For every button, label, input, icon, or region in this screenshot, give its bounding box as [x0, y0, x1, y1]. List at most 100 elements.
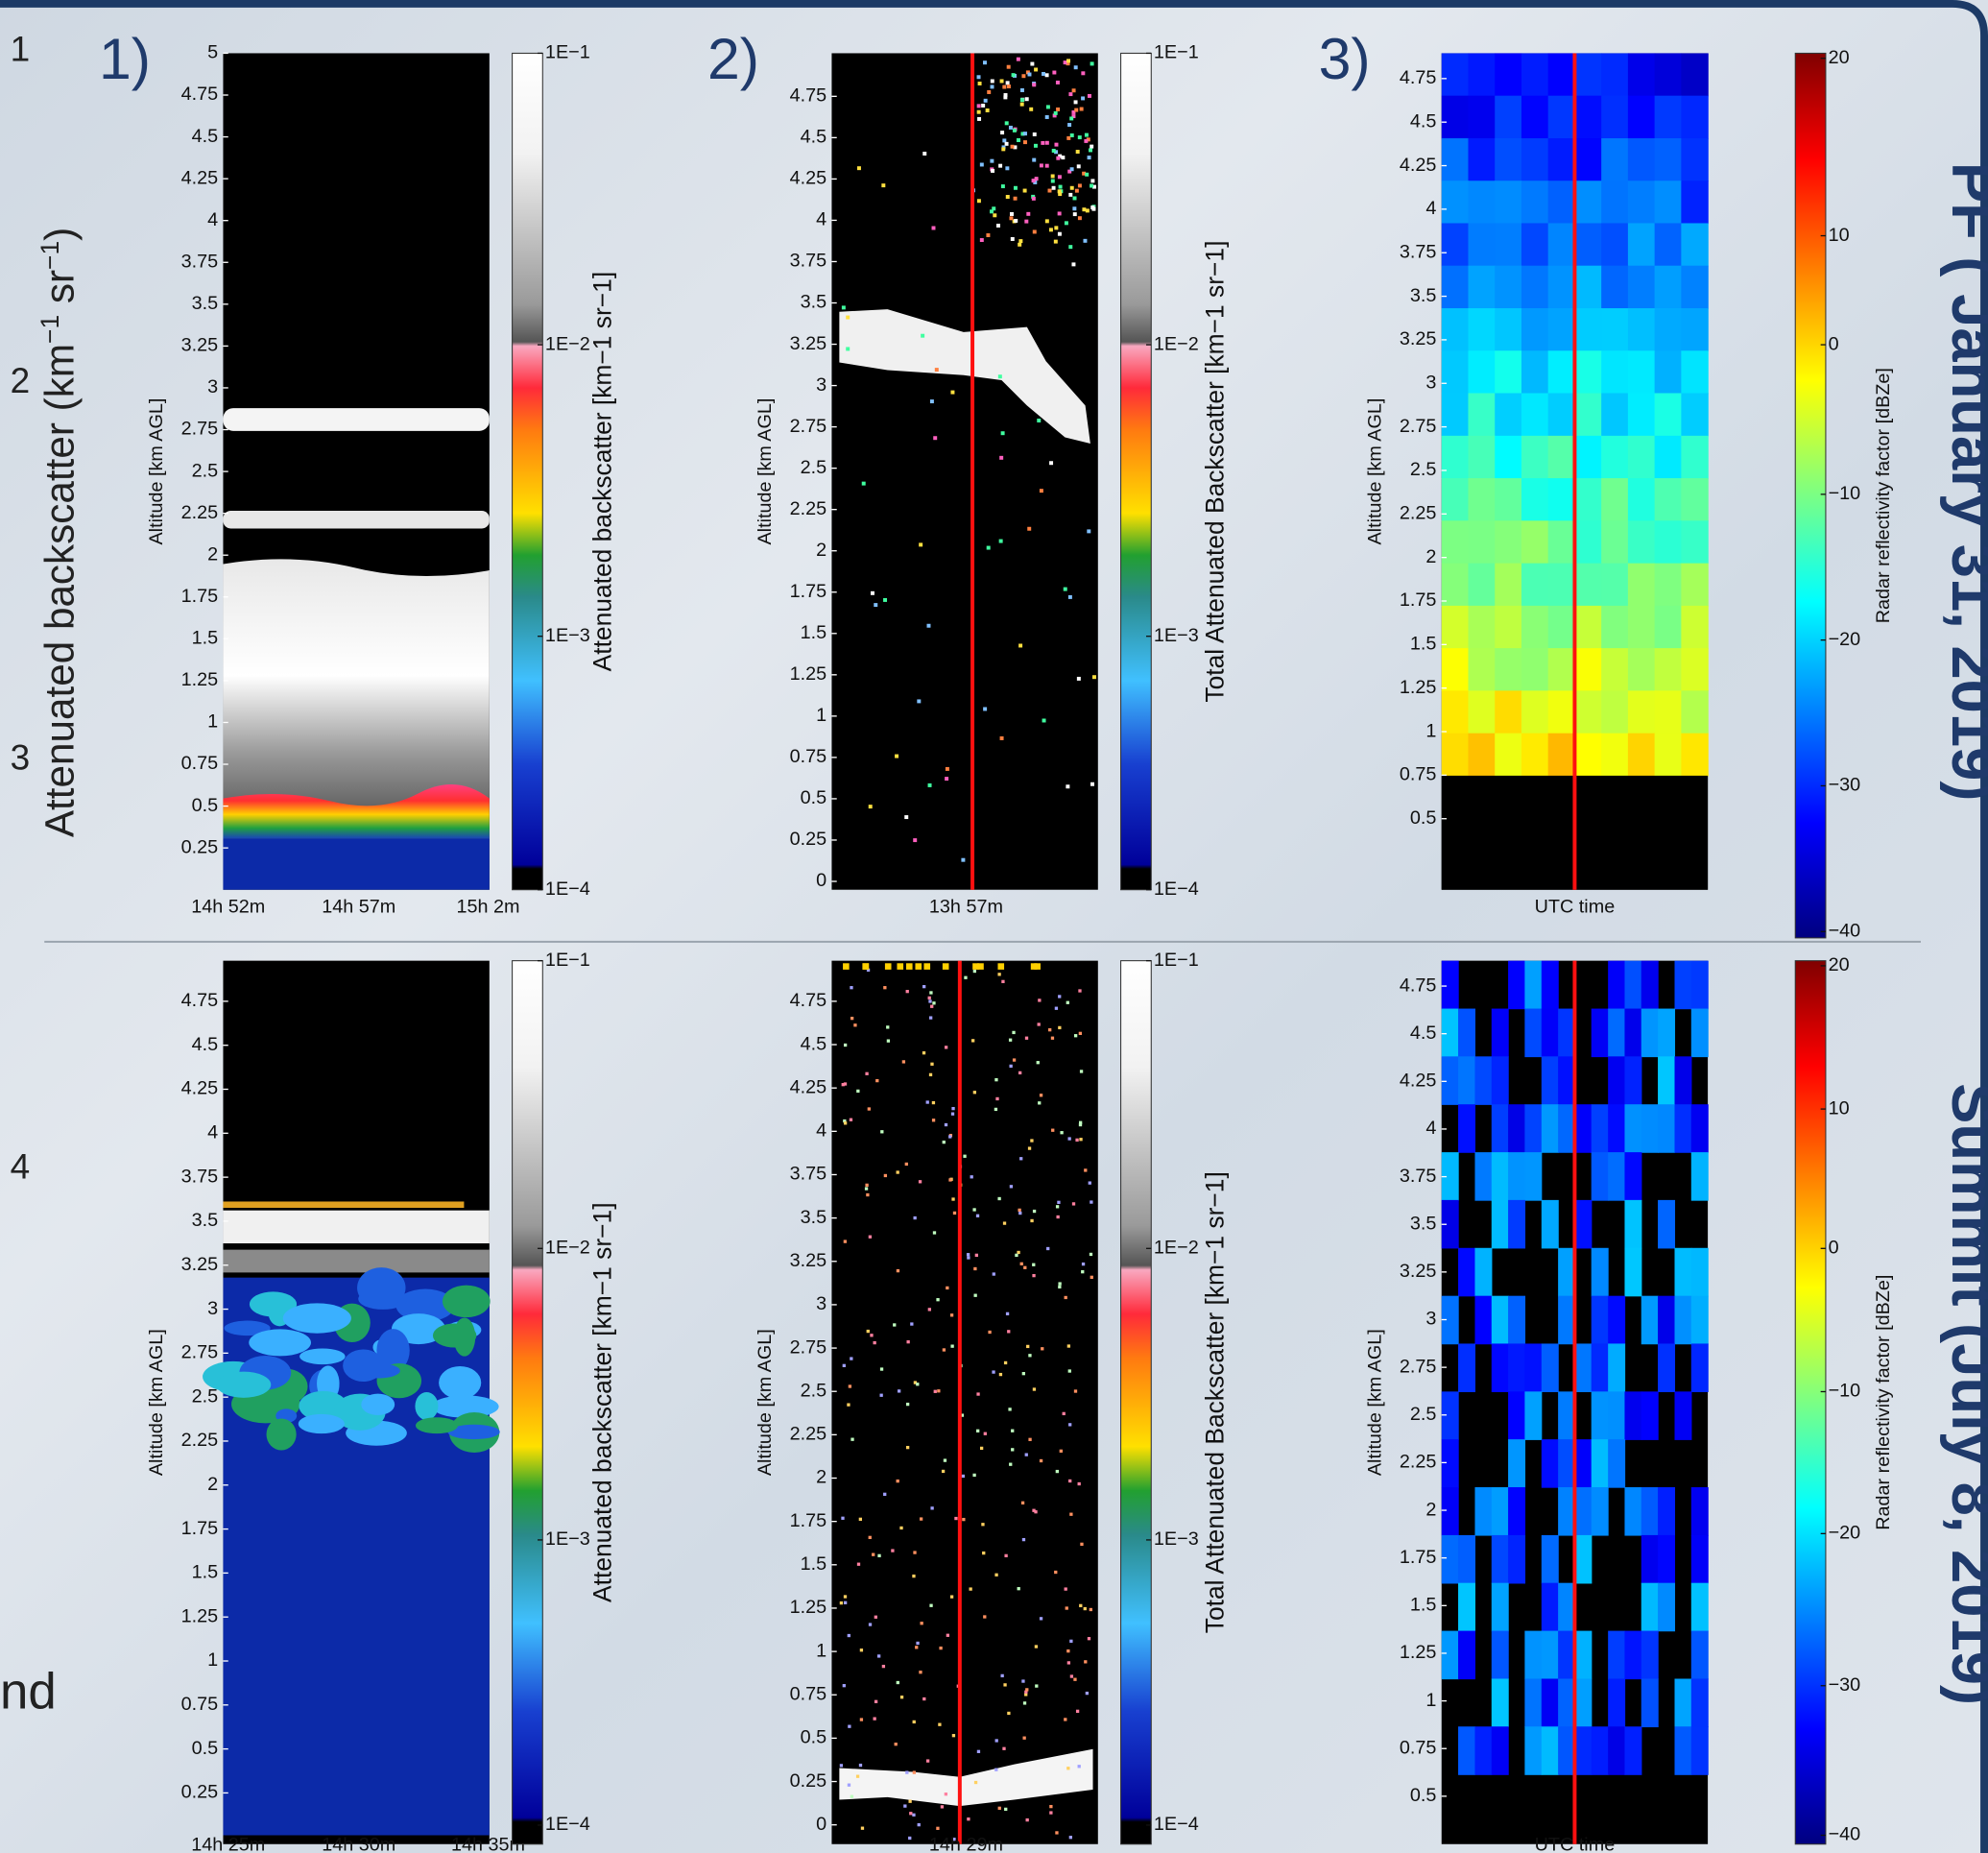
reflectivity-cell — [1624, 1631, 1641, 1680]
reflectivity-cell — [1442, 1535, 1459, 1584]
speckle — [916, 1383, 919, 1385]
speckle — [1003, 1221, 1006, 1224]
speckle — [865, 1187, 868, 1190]
reflectivity-cell — [1681, 96, 1708, 139]
speckle — [844, 1044, 847, 1047]
reflectivity-cell — [1658, 1104, 1675, 1153]
reflectivity-cell — [1691, 1009, 1709, 1058]
speckle — [987, 546, 991, 550]
speckle — [1048, 1028, 1051, 1031]
colorbar-tick-label: 10 — [1829, 1097, 1850, 1119]
reflectivity-cell — [1628, 223, 1655, 266]
speckle — [1058, 175, 1062, 179]
speckle — [883, 1493, 886, 1496]
reflectivity-cell — [1548, 266, 1575, 309]
reflectivity-cell — [1681, 478, 1708, 521]
speckle — [1001, 184, 1005, 188]
reflectivity-cell — [1608, 961, 1625, 1010]
speckle — [1021, 1502, 1024, 1504]
reflectivity-cell — [1558, 1583, 1575, 1632]
speckle — [918, 1823, 921, 1826]
speckle — [993, 213, 996, 217]
reflectivity-cell — [1495, 180, 1521, 224]
reflectivity-cell — [1558, 1391, 1575, 1440]
y-tick-label: 2.5 — [192, 460, 219, 481]
speckle — [922, 1051, 925, 1054]
reflectivity-cell — [1521, 393, 1548, 436]
speckle — [945, 1123, 947, 1126]
colorbar-tick-label: 1E−4 — [545, 878, 590, 900]
y-tick-label: 3.5 — [801, 1207, 827, 1228]
aerosol-patch — [357, 1267, 405, 1308]
aerosol-patch — [249, 1329, 311, 1356]
reflectivity-cell — [1558, 1631, 1575, 1680]
speckle — [961, 858, 965, 862]
speckle — [938, 1723, 941, 1726]
reflectivity-cell — [1442, 350, 1469, 394]
aerosol-patch — [283, 1303, 351, 1333]
reflectivity-cell — [1592, 1104, 1609, 1153]
reflectivity-cell — [1548, 96, 1575, 139]
speckle — [869, 1236, 872, 1239]
reflectivity-cell — [1601, 520, 1628, 564]
speckle — [913, 838, 917, 842]
speckle — [1012, 1031, 1015, 1034]
reflectivity-cell — [1624, 1056, 1641, 1105]
speckle — [980, 163, 984, 167]
y-tick-label: 0.5 — [192, 795, 219, 816]
y-tick-label: 4.75 — [181, 990, 219, 1011]
speckle — [1002, 85, 1006, 89]
x-tick-label: UTC time — [1535, 896, 1616, 917]
colorbar — [1121, 961, 1152, 1844]
x-tick-label: 14h 30m — [322, 1834, 395, 1853]
y-tick-label: 2.75 — [181, 1342, 219, 1363]
reflectivity-cell — [1675, 1726, 1692, 1775]
speckle — [978, 82, 982, 85]
reflectivity-cell — [1641, 961, 1659, 1010]
reflectivity-cell — [1542, 1631, 1559, 1680]
speckle — [948, 1178, 951, 1181]
reflectivity-cell — [1458, 1343, 1475, 1392]
reflectivity-cell — [1492, 1104, 1509, 1153]
reflectivity-cell — [1574, 138, 1601, 181]
panel-number: 1) — [99, 26, 151, 91]
reflectivity-cell — [1468, 96, 1495, 139]
reflectivity-cell — [1548, 223, 1575, 266]
speckle — [1025, 97, 1029, 101]
speckle — [1032, 83, 1036, 86]
colorbar-tick-label: −10 — [1829, 1381, 1861, 1402]
reflectivity-cell — [1442, 53, 1469, 96]
y-tick-label: 3.75 — [1400, 1166, 1437, 1187]
speckle — [860, 1718, 863, 1721]
speckle — [969, 1587, 971, 1590]
speckle — [1078, 216, 1082, 220]
speckle — [905, 1163, 908, 1166]
speckle — [1014, 197, 1018, 201]
speckle — [843, 1364, 846, 1367]
reflectivity-cell — [1495, 308, 1521, 351]
y-tick-label: 1.25 — [181, 1605, 219, 1626]
speckle — [1089, 1181, 1091, 1184]
reflectivity-cell — [1655, 648, 1682, 691]
speckle — [915, 963, 922, 970]
reflectivity-cell — [1691, 961, 1709, 1010]
x-tick-label: 15h 2m — [456, 896, 519, 917]
speckle — [946, 1634, 949, 1637]
reflectivity-cell — [1548, 436, 1575, 479]
reflectivity-cell — [1624, 1200, 1641, 1249]
speckle — [995, 1739, 998, 1742]
speckle — [1042, 719, 1046, 723]
speckle — [1079, 1121, 1082, 1124]
row-number: 4 — [11, 1147, 31, 1187]
speckle — [1024, 220, 1028, 224]
y-tick-label: 0.5 — [801, 787, 827, 808]
y-tick-label: 2.25 — [181, 502, 219, 523]
speckle — [919, 542, 922, 546]
speckle — [850, 1438, 853, 1441]
speckle — [1066, 784, 1069, 788]
reflectivity-cell — [1574, 1678, 1592, 1727]
speckle — [906, 990, 909, 993]
speckle — [1066, 136, 1070, 140]
y-tick-label: 1.75 — [790, 1510, 827, 1531]
reflectivity-cell — [1495, 436, 1521, 479]
